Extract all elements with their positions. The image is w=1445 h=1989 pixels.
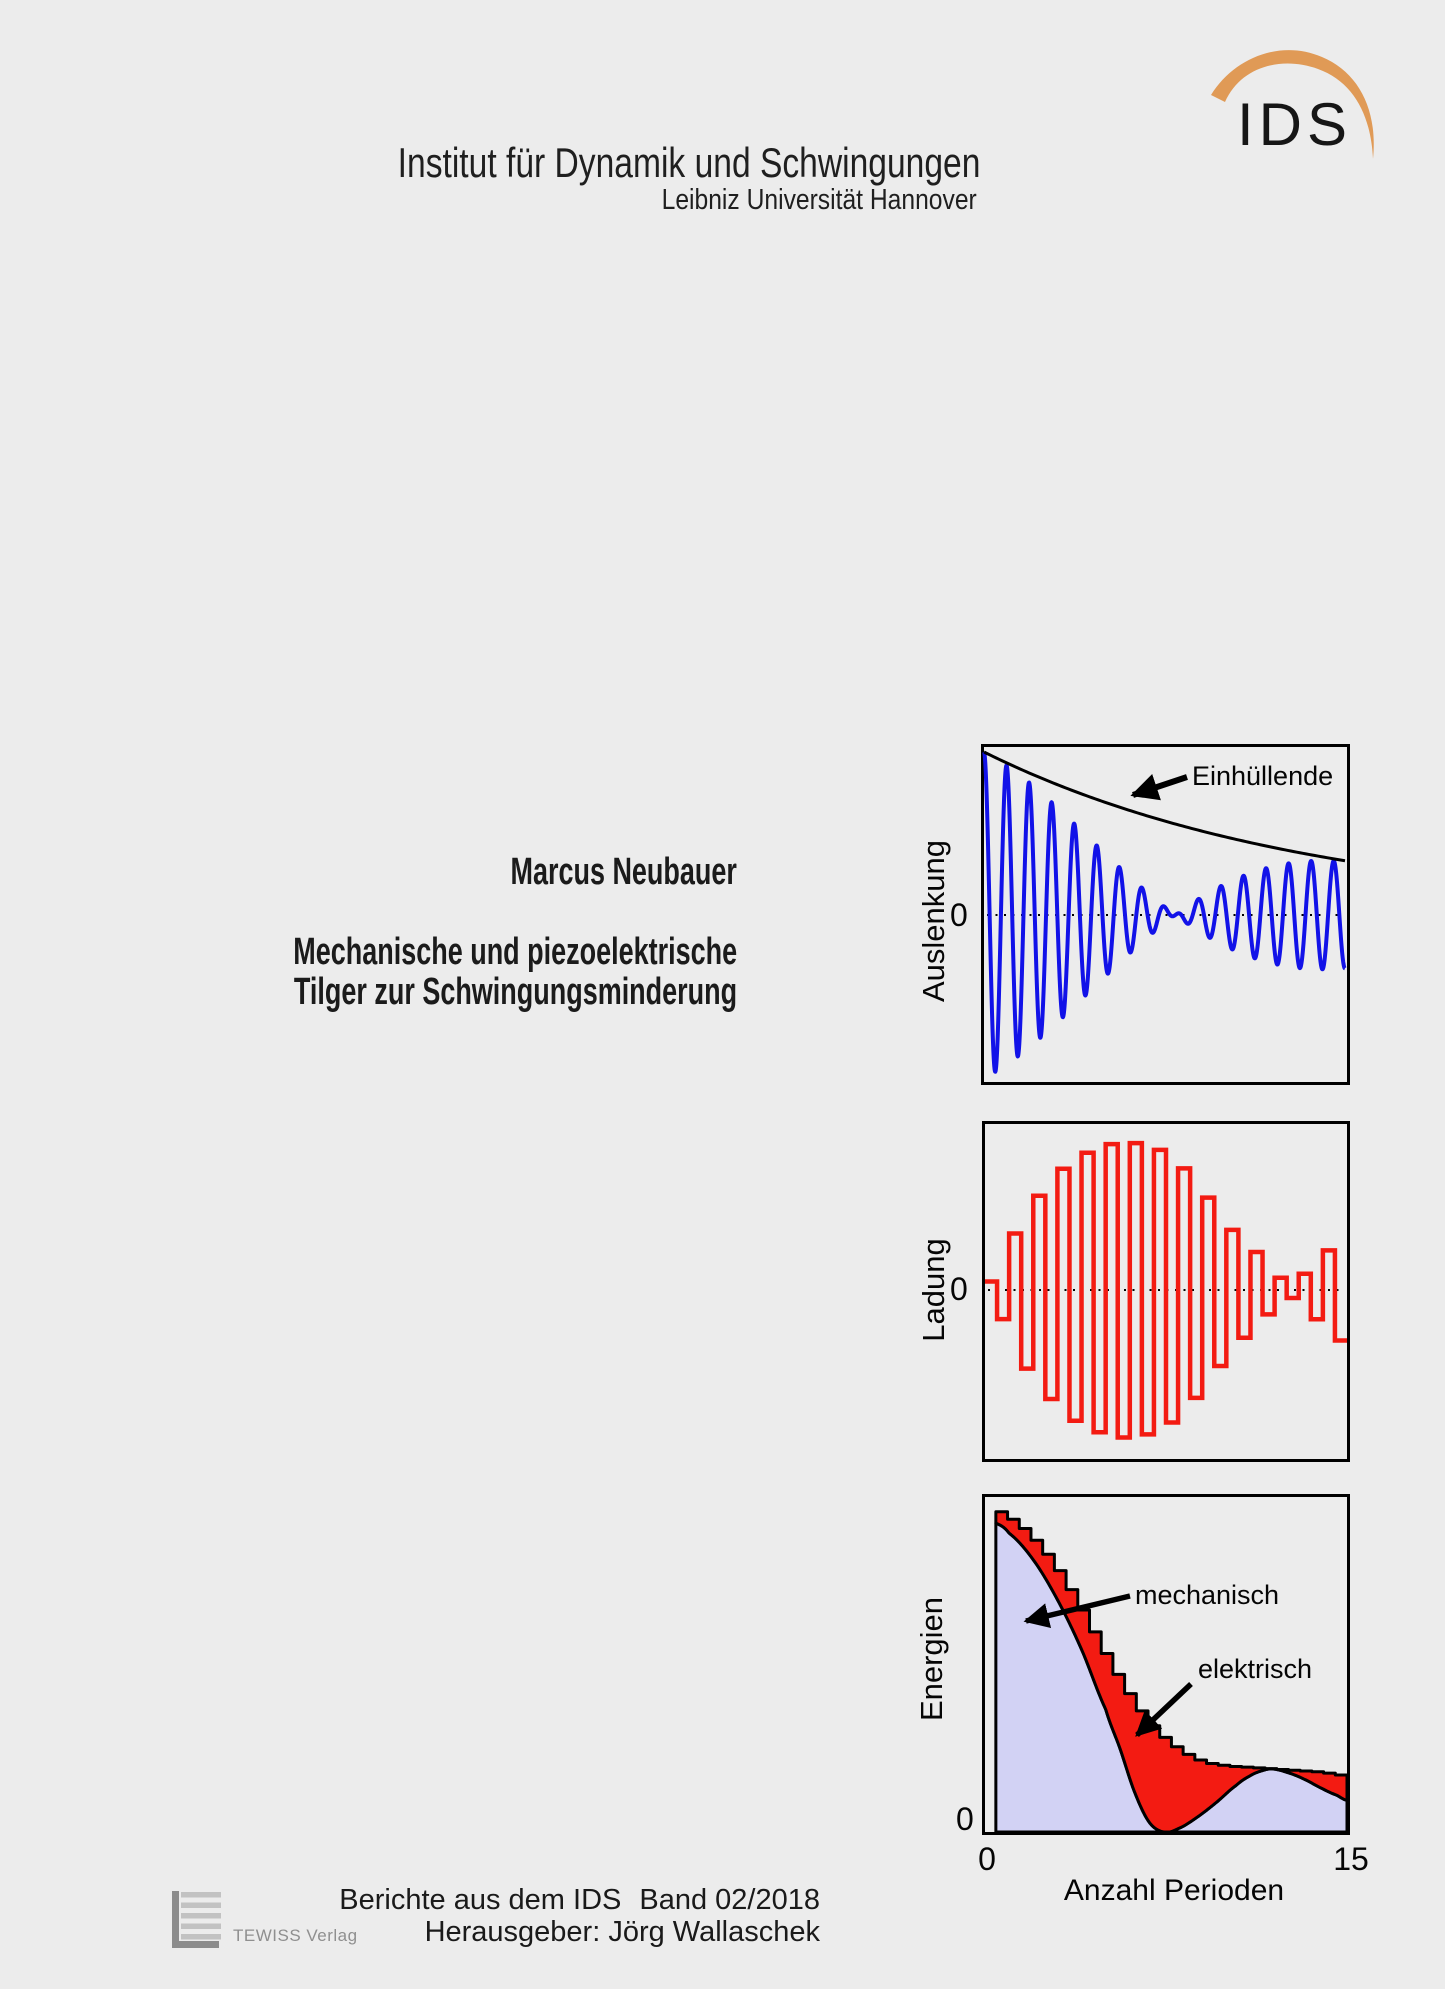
envelope-curve xyxy=(983,750,1346,863)
auslenkung-chart xyxy=(981,744,1350,1085)
energien-ytick-zero: 0 xyxy=(956,1801,974,1837)
tewiss-logo-stripe xyxy=(181,1892,221,1898)
tewiss-logo xyxy=(172,1891,221,1948)
elektrisch-label: elektrisch xyxy=(1198,1654,1313,1684)
annotation-arrow xyxy=(1130,774,1188,801)
tewiss-logo-stripe xyxy=(181,1913,221,1919)
footer-editor-line: Herausgeber: Jörg Wallaschek xyxy=(424,1916,820,1948)
book-title: Mechanische und piezoelektrische Tilger … xyxy=(293,932,737,1012)
plot-frame xyxy=(981,744,1350,1085)
tewiss-logo-stripe xyxy=(181,1934,221,1940)
ladung-chart xyxy=(982,1121,1350,1462)
book-title-line1: Mechanische und piezoelektrische xyxy=(293,931,737,973)
ladung-ytick-zero: 0 xyxy=(950,1271,968,1307)
displacement-signal-line xyxy=(982,750,1347,1074)
ids-logo-arc xyxy=(1211,50,1374,160)
plot-frame xyxy=(982,1121,1350,1462)
tewiss-logo-vertical-bar xyxy=(172,1891,179,1948)
mechanisch-label: mechanisch xyxy=(1135,1580,1280,1610)
energien-ylabel: Energien xyxy=(914,1596,949,1722)
charge-square-wave-line xyxy=(985,1140,1347,1440)
institute-name: Institut für Dynamik und Schwingungen xyxy=(397,139,980,186)
auslenkung-ytick-zero: 0 xyxy=(950,897,968,933)
footer-series-line: Berichte aus dem IDS Band 02/2018 xyxy=(339,1884,820,1917)
annotation-arrow xyxy=(1023,1593,1131,1628)
publisher-name: TEWISS Verlag xyxy=(233,1926,358,1945)
author-name: Marcus Neubauer xyxy=(510,851,737,893)
book-title-line2: Tilger zur Schwingungsminderung xyxy=(293,971,737,1013)
series-title: Berichte aus dem IDS xyxy=(339,1884,622,1916)
ladung-ylabel: Ladung xyxy=(916,1238,951,1342)
tewiss-logo-bottom-bar xyxy=(172,1941,219,1948)
auslenkung-ylabel: Auslenkung xyxy=(916,840,951,1003)
university-name: Leibniz Universität Hannover xyxy=(661,184,977,216)
energien-chart xyxy=(982,1494,1350,1835)
energien-xlabel: Anzahl Perioden xyxy=(1063,1874,1285,1907)
annotation-arrow xyxy=(1135,1682,1193,1737)
ids-logo-arc-graphic xyxy=(1211,50,1374,160)
energien-xtick-15: 15 xyxy=(1333,1841,1369,1877)
electrical-energy-area xyxy=(994,1510,1349,1834)
tewiss-logo-stripe xyxy=(181,1902,221,1908)
energien-xtick-0: 0 xyxy=(978,1841,996,1877)
ids-logo-text: IDS xyxy=(1237,91,1353,158)
volume-number: Band 02/2018 xyxy=(639,1884,820,1916)
tewiss-logo-stripe xyxy=(181,1923,221,1929)
einhuellende-label: Einhüllende xyxy=(1192,761,1334,791)
